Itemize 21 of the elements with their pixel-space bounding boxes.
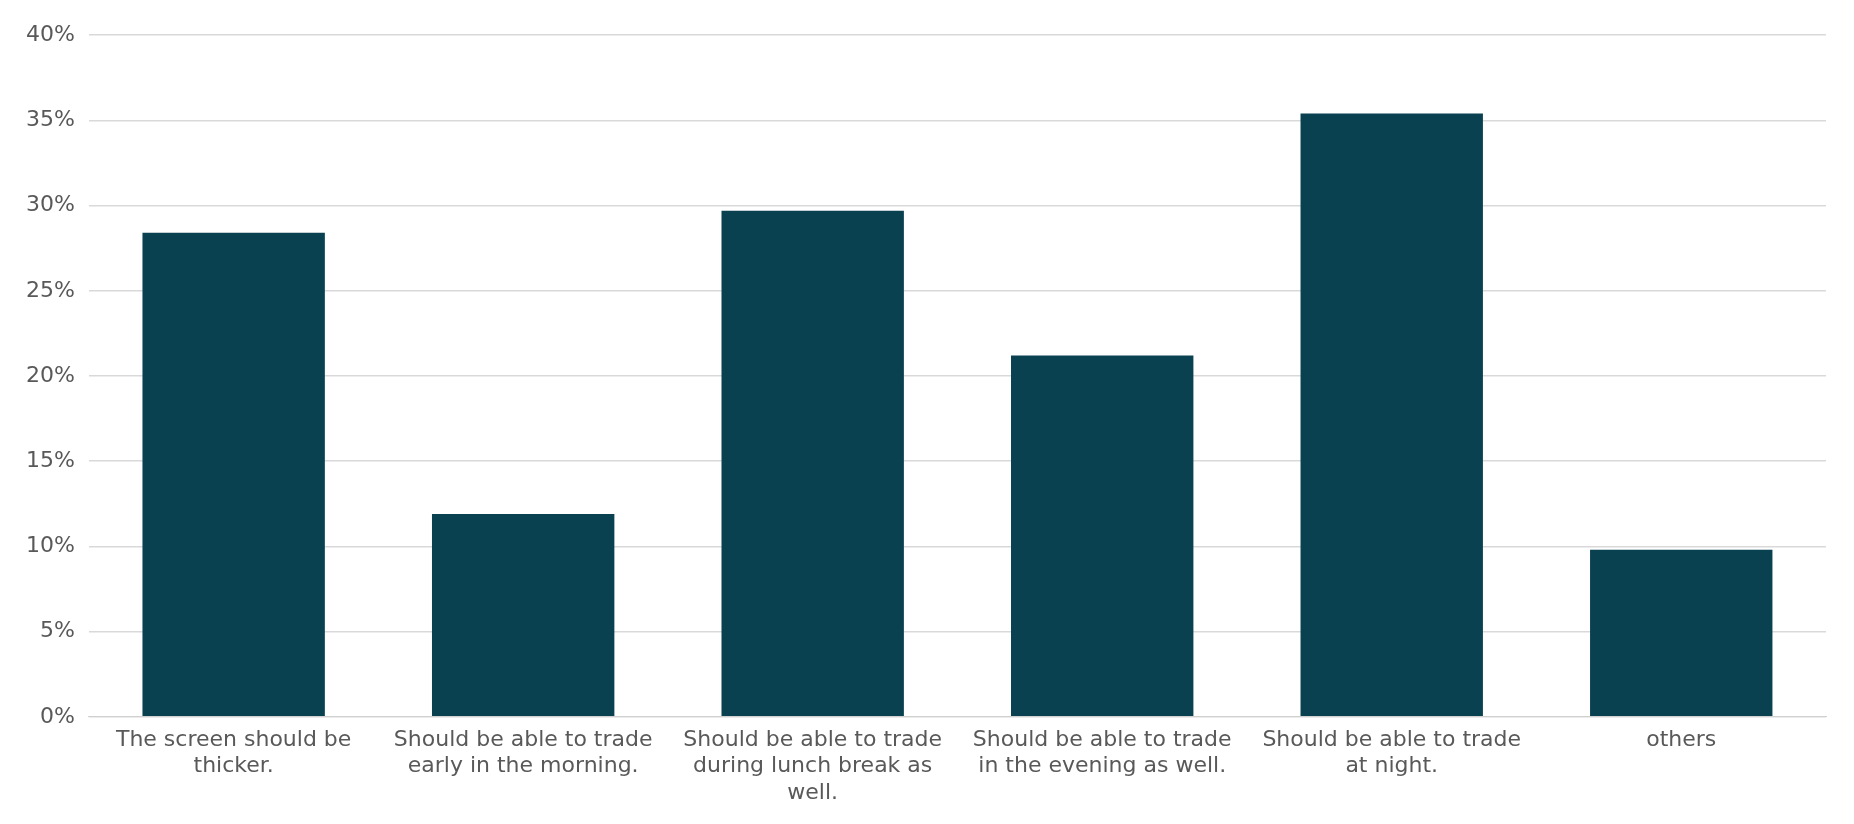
y-tick-label: 10% (25, 532, 75, 558)
y-tick-label: 40% (25, 20, 75, 46)
y-tick-label: 15% (25, 446, 75, 472)
x-tick-label: Should be able to trade in the evening as well. (972, 725, 1232, 778)
bar (721, 210, 904, 717)
y-tick-label: 25% (25, 276, 75, 302)
x-tick-label: Should be able to trade at night. (1262, 725, 1522, 778)
y-tick-label: 0% (39, 702, 75, 728)
x-tick-label: others (1646, 725, 1717, 751)
y-tick-label: 30% (25, 191, 75, 217)
y-tick-label: 35% (25, 106, 75, 132)
bar (431, 514, 615, 717)
bar (1300, 113, 1483, 717)
bar (1011, 355, 1194, 717)
y-tick-label: 20% (25, 361, 75, 387)
bar (1590, 549, 1773, 717)
x-tick-label: Should be able to trade during lunch break as well. (683, 725, 943, 804)
x-tick-label: The screen should be thicker. (114, 725, 352, 778)
y-tick-label: 5% (39, 617, 75, 643)
bar (142, 232, 325, 717)
x-tick-label: Should be able to trade early in the morning. (393, 725, 653, 778)
